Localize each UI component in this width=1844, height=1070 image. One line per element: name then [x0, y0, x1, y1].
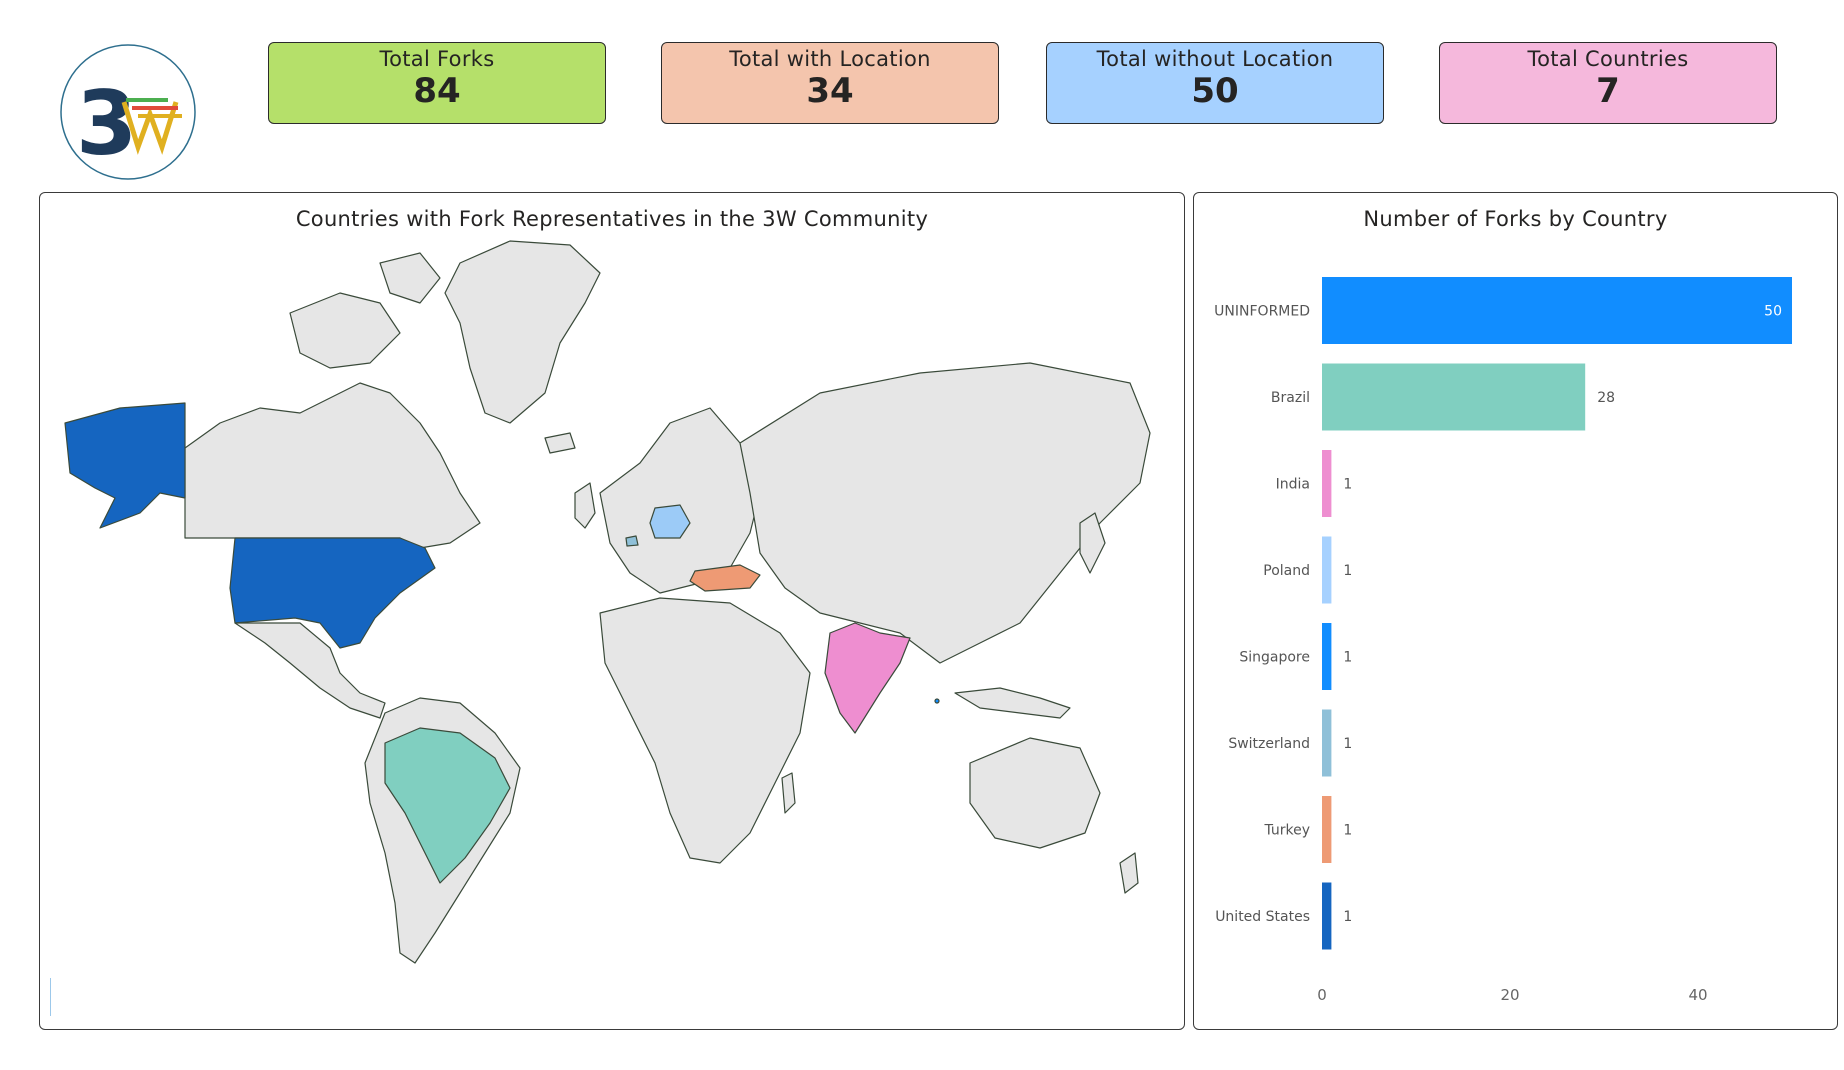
brazil-shape [384, 727, 511, 884]
poland-shape [649, 504, 691, 539]
kpi-value: 34 [806, 71, 854, 111]
x-tick-label: 40 [1688, 986, 1707, 1004]
arctic-island-2-shape [379, 252, 441, 304]
map-title: Countries with Fork Representatives in t… [295, 207, 929, 231]
singapore-shape [934, 698, 940, 704]
bar[interactable] [1322, 277, 1792, 344]
bar[interactable] [1322, 363, 1586, 431]
data-label: 1 [1343, 563, 1352, 579]
switzerland-shape [625, 535, 639, 547]
new-zealand-shape [1119, 852, 1139, 894]
logo: 3 [58, 42, 198, 182]
bar[interactable] [1322, 882, 1332, 950]
madagascar-shape [781, 772, 796, 814]
africa-shape [599, 597, 811, 864]
mexico-shape [234, 622, 386, 719]
kpi-label: Total Forks [379, 47, 495, 71]
kpi-value: 50 [1191, 71, 1239, 111]
x-tick-label: 0 [1317, 986, 1327, 1004]
indonesia-shape [954, 687, 1071, 719]
category-label: United States [1215, 909, 1310, 925]
kpi-value: 7 [1596, 71, 1620, 111]
category-label: UNINFORMED [1214, 304, 1310, 320]
scroll-indicator [50, 978, 51, 1016]
japan-shape [1079, 512, 1106, 574]
bar[interactable] [1322, 796, 1332, 863]
kpi-card-total-countries: Total Countries 7 [1439, 42, 1777, 124]
bar-chart-panel[interactable]: Number of Forks by Country UNINFORMED 50 B… [1193, 192, 1838, 1030]
uk-shape [574, 482, 596, 529]
turkey-shape [689, 564, 761, 592]
category-label: Turkey [1263, 823, 1310, 839]
kpi-label: Total with Location [729, 47, 931, 71]
bar[interactable] [1322, 709, 1332, 777]
kpi-card-total-forks: Total Forks 84 [268, 42, 606, 124]
kpi-label: Total without Location [1096, 47, 1334, 71]
asia-shape [739, 362, 1151, 664]
kpi-card-total-without-location: Total without Location 50 [1046, 42, 1384, 124]
iceland-shape [544, 432, 576, 454]
category-label: Switzerland [1228, 736, 1310, 752]
category-label: Singapore [1239, 650, 1310, 666]
bar[interactable] [1322, 536, 1332, 604]
kpi-value: 84 [413, 71, 461, 111]
map-panel[interactable]: Countries with Fork Representatives in t… [39, 192, 1185, 1030]
australia-shape [969, 737, 1101, 849]
india-shape [824, 622, 911, 734]
data-label: 28 [1597, 390, 1615, 406]
bar[interactable] [1322, 623, 1332, 690]
kpi-label: Total Countries [1527, 47, 1689, 71]
data-label: 1 [1343, 477, 1352, 493]
x-tick-label: 20 [1500, 986, 1519, 1004]
category-label: India [1276, 477, 1310, 493]
bar-chart[interactable]: UNINFORMED 50 Brazil 28 India 1 Poland 1 Singapo… [1194, 193, 1839, 1031]
category-label: Poland [1263, 563, 1310, 579]
canada-shape [184, 382, 481, 549]
united-states-shape [229, 537, 436, 649]
svg-text:3: 3 [76, 72, 137, 175]
data-label: 1 [1343, 823, 1352, 839]
bar[interactable] [1322, 450, 1332, 517]
kpi-card-total-with-location: Total with Location 34 [661, 42, 999, 124]
arctic-islands-shape [289, 292, 401, 369]
data-label: 1 [1343, 909, 1352, 925]
data-label: 1 [1343, 650, 1352, 666]
data-label: 50 [1764, 304, 1782, 320]
data-label: 1 [1343, 736, 1352, 752]
greenland-shape [444, 240, 601, 424]
category-label: Brazil [1271, 390, 1310, 406]
alaska-shape [64, 402, 186, 529]
chart-title: Number of Forks by Country [1363, 207, 1668, 231]
world-map[interactable] [40, 193, 1186, 1031]
europe-shape [599, 407, 761, 594]
